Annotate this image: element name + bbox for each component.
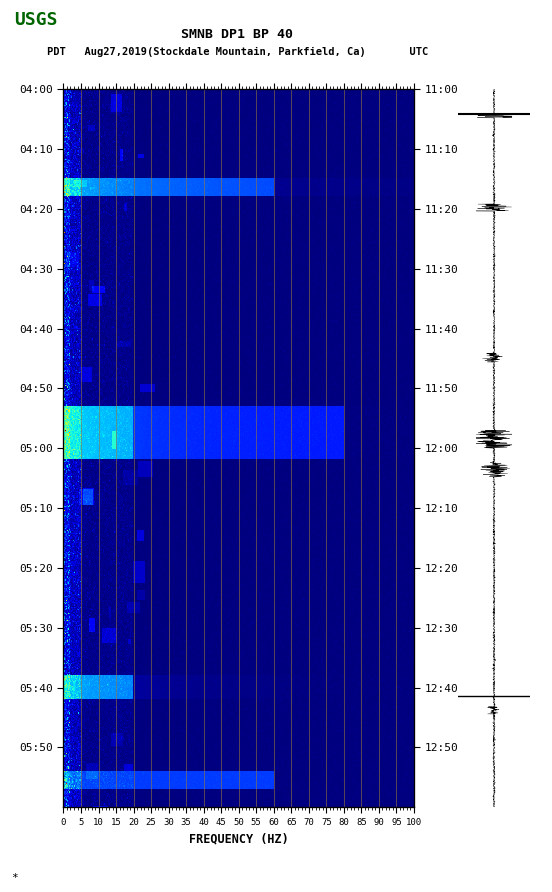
Text: *: * (11, 873, 18, 883)
Text: USGS: USGS (14, 11, 57, 29)
X-axis label: FREQUENCY (HZ): FREQUENCY (HZ) (189, 832, 289, 846)
Text: SMNB DP1 BP 40: SMNB DP1 BP 40 (182, 29, 293, 41)
Text: PDT   Aug27,2019(Stockdale Mountain, Parkfield, Ca)       UTC: PDT Aug27,2019(Stockdale Mountain, Parkf… (47, 47, 428, 57)
